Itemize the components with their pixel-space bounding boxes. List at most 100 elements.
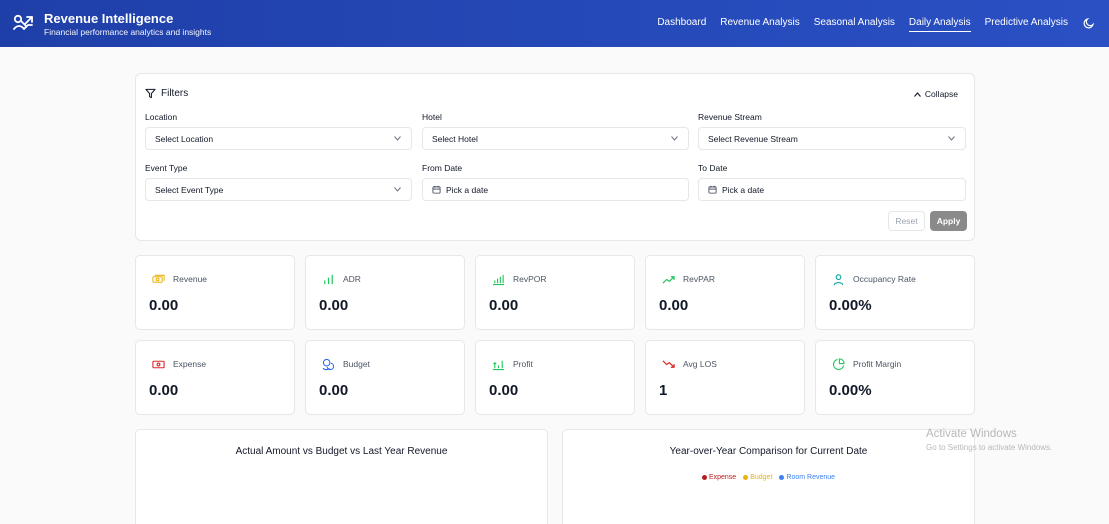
panel-title: Actual Amount vs Budget vs Last Year Rev… xyxy=(235,446,448,457)
trending-up-icon xyxy=(662,276,675,284)
event-type-label: Event Type xyxy=(145,163,188,173)
metric-card-revpar: RevPAR 0.00 xyxy=(645,255,805,330)
app-subtitle: Financial performance analytics and insi… xyxy=(44,27,212,37)
logo-icon xyxy=(13,14,33,30)
yoy-comparison-panel: Year-over-Year Comparison for Current Da… xyxy=(562,429,975,524)
metric-label: Profit Margin xyxy=(853,359,902,369)
chevron-down-icon xyxy=(671,136,678,141)
collapse-label: Collapse xyxy=(924,89,958,99)
legend-label: Expense xyxy=(708,474,737,481)
revenue-stream-select[interactable]: Select Revenue Stream xyxy=(698,127,966,150)
metric-label: Revenue xyxy=(173,274,208,284)
location-select[interactable]: Select Location xyxy=(145,127,412,150)
watermark-subtitle: Go to Settings to activate Windows. xyxy=(926,443,1053,452)
location-label: Location xyxy=(145,112,178,122)
brand: Revenue Intelligence Financial performan… xyxy=(44,11,211,38)
nav-seasonal-analysis[interactable]: Seasonal Analysis xyxy=(813,17,895,28)
from-date-label: From Date xyxy=(422,163,463,173)
money-icon xyxy=(152,274,165,283)
actual-vs-budget-panel: Actual Amount vs Budget vs Last Year Rev… xyxy=(135,429,548,524)
from-date-value: Pick a date xyxy=(446,184,489,195)
metric-label: Avg LOS xyxy=(683,359,717,369)
growth-icon xyxy=(492,360,505,371)
metric-label: RevPOR xyxy=(513,274,547,284)
nav-predictive-analysis[interactable]: Predictive Analysis xyxy=(984,17,1068,28)
legend-dot xyxy=(743,475,749,480)
banknote-icon xyxy=(152,360,165,369)
chevron-down-icon xyxy=(394,136,401,141)
bar-chart-icon xyxy=(492,274,505,286)
calendar-icon xyxy=(708,185,717,194)
metric-label: Occupancy Rate xyxy=(853,274,916,284)
filters-title: Filters xyxy=(161,88,189,99)
apply-button[interactable]: Apply xyxy=(930,211,967,231)
panel-title: Year-over-Year Comparison for Current Da… xyxy=(669,446,868,457)
metric-value: 0.00 xyxy=(149,297,179,314)
metric-value: 0.00 xyxy=(489,297,519,314)
metric-label: RevPAR xyxy=(683,274,715,284)
metric-card-expense: Expense 0.00 xyxy=(135,340,295,415)
to-date-picker[interactable]: Pick a date xyxy=(698,178,966,201)
metric-card-profit: Profit 0.00 xyxy=(475,340,635,415)
metric-label: Budget xyxy=(343,359,370,369)
reset-button[interactable]: Reset xyxy=(888,211,925,231)
legend-item-room-revenue[interactable]: Room Revenue xyxy=(779,474,835,481)
coins-icon xyxy=(322,358,335,371)
location-select-value: Select Location xyxy=(155,133,214,144)
chevron-up-icon xyxy=(914,91,921,97)
to-date-label: To Date xyxy=(698,163,728,173)
nav-dashboard[interactable]: Dashboard xyxy=(657,17,707,28)
hotel-label: Hotel xyxy=(422,112,442,122)
chevron-down-icon xyxy=(948,136,955,141)
from-date-picker[interactable]: Pick a date xyxy=(422,178,689,201)
nav-revenue-analysis[interactable]: Revenue Analysis xyxy=(720,17,800,28)
hotel-select-value: Select Hotel xyxy=(432,133,478,144)
filters-header: Filters xyxy=(145,88,188,99)
metric-value: 1 xyxy=(659,382,668,399)
top-bar: Revenue Intelligence Financial performan… xyxy=(0,0,1109,47)
main-nav: Dashboard Revenue Analysis Seasonal Anal… xyxy=(657,16,1068,32)
metric-value: 0.00 xyxy=(319,382,349,399)
collapse-button[interactable]: Collapse xyxy=(914,89,958,99)
metric-value: 0.00 xyxy=(489,382,519,399)
chart-legend: Expense Budget Room Revenue xyxy=(563,474,974,481)
calendar-icon xyxy=(432,185,441,194)
metric-card-profit-margin: Profit Margin 0.00% xyxy=(815,340,975,415)
metric-card-occupancy-rate: Occupancy Rate 0.00% xyxy=(815,255,975,330)
event-type-select-value: Select Event Type xyxy=(155,184,224,195)
metric-card-budget: Budget 0.00 xyxy=(305,340,465,415)
metric-value: 0.00 xyxy=(319,297,349,314)
metric-value: 0.00% xyxy=(829,382,872,399)
legend-label: Room Revenue xyxy=(786,474,836,481)
metric-label: Expense xyxy=(173,359,207,369)
metric-card-adr: ADR 0.00 xyxy=(305,255,465,330)
event-type-select[interactable]: Select Event Type xyxy=(145,178,412,201)
to-date-value: Pick a date xyxy=(722,184,765,195)
bar-chart-icon xyxy=(324,274,333,285)
hotel-select[interactable]: Select Hotel xyxy=(422,127,689,150)
moon-icon[interactable] xyxy=(1083,17,1095,29)
legend-item-expense[interactable]: Expense xyxy=(701,474,737,481)
chevron-down-icon xyxy=(394,187,401,192)
metric-label: ADR xyxy=(343,274,361,284)
metric-card-revpor: RevPOR 0.00 xyxy=(475,255,635,330)
trending-down-icon xyxy=(662,360,675,368)
legend-item-budget[interactable]: Budget xyxy=(743,474,772,481)
app-title: Revenue Intelligence xyxy=(44,11,174,26)
filters-panel: Filters Collapse Location Select Locatio… xyxy=(135,73,975,241)
activation-watermark: Activate Windows Go to Settings to activ… xyxy=(926,428,1052,454)
pie-icon xyxy=(832,358,845,371)
metric-card-avg-los: Avg LOS 1 xyxy=(645,340,805,415)
nav-daily-analysis[interactable]: Daily Analysis xyxy=(908,16,971,32)
legend-label: Budget xyxy=(750,474,773,481)
filter-icon xyxy=(145,88,156,99)
revenue-stream-label: Revenue Stream xyxy=(698,112,762,122)
metric-value: 0.00% xyxy=(829,297,872,314)
watermark-title: Activate Windows xyxy=(926,428,1017,440)
revenue-stream-select-value: Select Revenue Stream xyxy=(708,133,798,144)
metric-label: Profit xyxy=(513,359,533,369)
legend-dot xyxy=(779,475,785,480)
main-content: Filters Collapse Location Select Locatio… xyxy=(0,47,1109,524)
metric-value: 0.00 xyxy=(149,382,179,399)
legend-dot xyxy=(701,475,707,480)
